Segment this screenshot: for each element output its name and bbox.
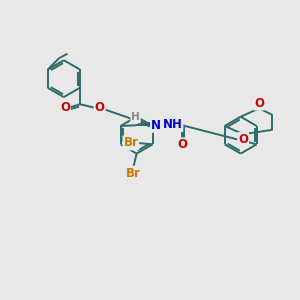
Text: O: O [95,101,105,114]
Text: O: O [60,101,70,114]
Text: O: O [254,97,264,110]
Text: O: O [238,133,248,146]
Text: Br: Br [123,136,138,149]
Text: N: N [151,119,161,132]
Text: NH: NH [162,118,182,131]
Text: O: O [178,138,188,152]
Text: H: H [131,112,140,122]
Text: Br: Br [126,167,140,180]
